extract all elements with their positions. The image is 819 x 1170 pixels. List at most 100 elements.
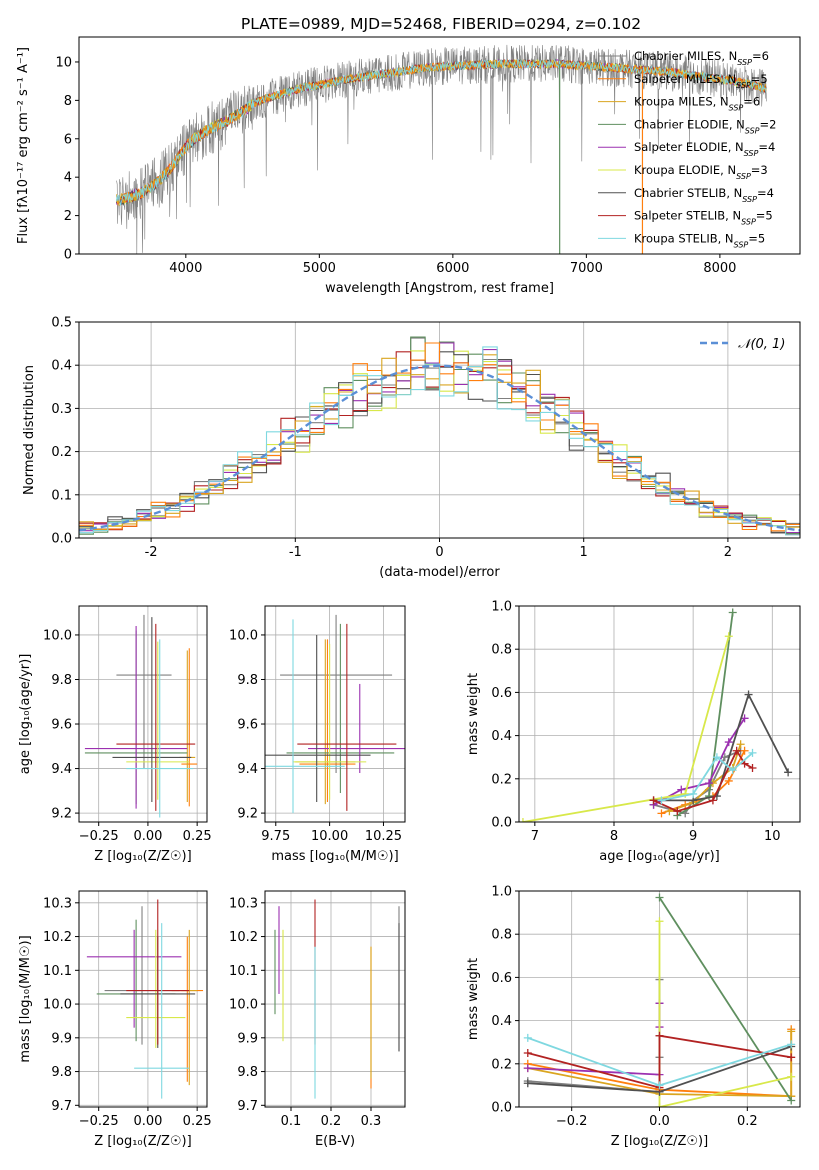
mass-vs-ebv-panel: 0.1 0.2 0.3 9.7 9.8 9.9 10.0 10.1 10.2 10.3 E(B-V) [229,890,406,1149]
y-tick-label: 9.2 [51,807,72,822]
x-tick-label: 0.3 [361,1114,382,1129]
weight-marker [655,1081,664,1090]
weight-marker [787,1027,796,1036]
y-tick-label: 9.9 [51,1031,72,1046]
weight-marker [704,779,713,788]
weight-marker [728,608,737,617]
x-tick-label: 0.0 [649,1114,670,1129]
weight-line-0 [527,979,661,1093]
y-axis-label: mass weight [466,673,481,755]
weight-marker [523,1079,532,1088]
x-tick-label: 0.25 [183,829,212,844]
y-tick-label: 10.2 [229,930,258,945]
weight-marker [712,753,721,762]
y-tick-label: 9.6 [51,718,72,733]
y-tick-label: 9.4 [237,762,258,777]
x-tick-label: 10 [764,829,781,844]
weight-marker [787,1072,796,1081]
x-tick-label: 2 [724,545,732,560]
plot-area [84,614,198,818]
x-tick-label: −0.2 [556,1114,588,1129]
y-tick-label: 10.0 [43,628,72,643]
x-tick-label: 7000 [570,261,603,276]
weight-marker [787,1040,796,1049]
y-tick-label: 0 [64,248,72,263]
weight-line-5 [522,635,730,822]
weight-marker [787,1053,796,1062]
plot-area [519,608,793,822]
legend-label: Kroupa ELODIE, NSSP=3 [634,163,768,181]
weight-marker [681,789,690,798]
x-tick-label: 9.75 [261,829,290,844]
y-axis-label: Flux [fλ10⁻¹⁷ erg cm⁻² s⁻¹ A⁻¹] [16,47,31,244]
weight-marker [689,789,698,798]
y-tick-label: 10.0 [43,998,72,1013]
weight-marker [724,738,733,747]
x-tick-label: 0.00 [133,829,162,844]
weight-marker [708,796,717,805]
x-tick-label: 0.2 [737,1114,758,1129]
weight-marker [704,792,713,801]
legend-label: Salpeter STELIB, NSSP=5 [634,209,773,227]
y-tick-label: 10.1 [229,964,258,979]
weight-marker [523,1033,532,1042]
y-axis-label: Normed distribution [22,365,37,495]
y-tick-label: 0.0 [491,816,512,831]
y-tick-label: 0.8 [491,643,512,658]
normal-curve [79,364,800,532]
x-tick-label: 0.00 [133,1114,162,1129]
y-tick-label: 10 [55,55,72,70]
mass-weight-vs-Z-panel: −0.2 0.0 0.2 0.0 0.2 0.4 0.6 0.8 1.0 Z [log₁₀(Z/Z… [466,885,801,1149]
y-tick-label: 0.0 [491,1101,512,1116]
axes-frame: -2 -1 0 1 2 0.0 0.1 0.2 0.3 0.4 0.5 (data-model)/er… [22,316,801,580]
plot-area [86,899,204,1099]
legend: 𝒩(0, 1) [700,337,785,352]
legend-label: 𝒩(0, 1) [738,337,785,352]
residuals-panel: -2 -1 0 1 2 0.0 0.1 0.2 0.3 0.4 0.5 (data-model)/er… [22,316,801,580]
weight-line-2 [527,1031,793,1098]
weight-marker [523,1064,532,1073]
x-tick-label: 0.2 [321,1114,342,1129]
y-tick-label: 0.1 [51,488,72,503]
weight-marker [523,1049,532,1057]
weight-marker [748,748,757,757]
histogram-8 [79,346,800,536]
axes-border [264,890,406,1108]
y-tick-label: 1.0 [491,600,512,615]
axes-border [518,605,801,823]
x-tick-label: −0.25 [79,829,119,844]
legend-label: Chabrier MILES, NSSP=6 [634,49,769,67]
x-tick-label: 0.1 [281,1114,302,1129]
plot-area [274,899,400,1099]
axes-border [78,890,208,1108]
axes-frame: −0.25 0.00 0.25 9.2 9.4 9.6 9.8 10.0 Z [log₁₀(Z/… [18,605,212,864]
y-tick-label: 9.7 [51,1099,72,1114]
legend-label: Kroupa STELIB, NSSP=5 [634,231,765,249]
y-tick-label: 9.8 [51,1065,72,1080]
weight-marker [724,776,733,785]
y-axis-label: mass [log₁₀(M/M☉)] [18,935,33,1062]
y-tick-label: 6 [64,132,72,147]
y-tick-label: 0.2 [491,1057,512,1072]
x-axis-label: Z [log₁₀(Z/Z☉)] [94,849,191,864]
axes-border [78,36,801,255]
plot-area [523,893,796,1107]
x-tick-label: −0.25 [79,1114,119,1129]
y-tick-label: 10.1 [43,964,72,979]
x-tick-label: 5000 [303,261,336,276]
x-tick-label: 0.25 [183,1114,212,1129]
legend-label: Chabrier STELIB, NSSP=4 [634,186,774,204]
x-tick-label: 0 [435,545,443,560]
y-tick-label: 9.6 [237,718,258,733]
y-tick-label: 10.2 [43,930,72,945]
x-axis-label: Z [log₁₀(Z/Z☉)] [611,1134,708,1149]
y-tick-label: 10.0 [229,628,258,643]
y-tick-label: 0.6 [491,971,512,986]
weight-marker [736,740,745,749]
y-tick-label: 0.8 [491,928,512,943]
y-tick-label: 1.0 [491,885,512,900]
y-tick-label: 0.5 [51,316,72,331]
histogram-1 [79,342,800,532]
x-tick-label: 6000 [436,261,469,276]
